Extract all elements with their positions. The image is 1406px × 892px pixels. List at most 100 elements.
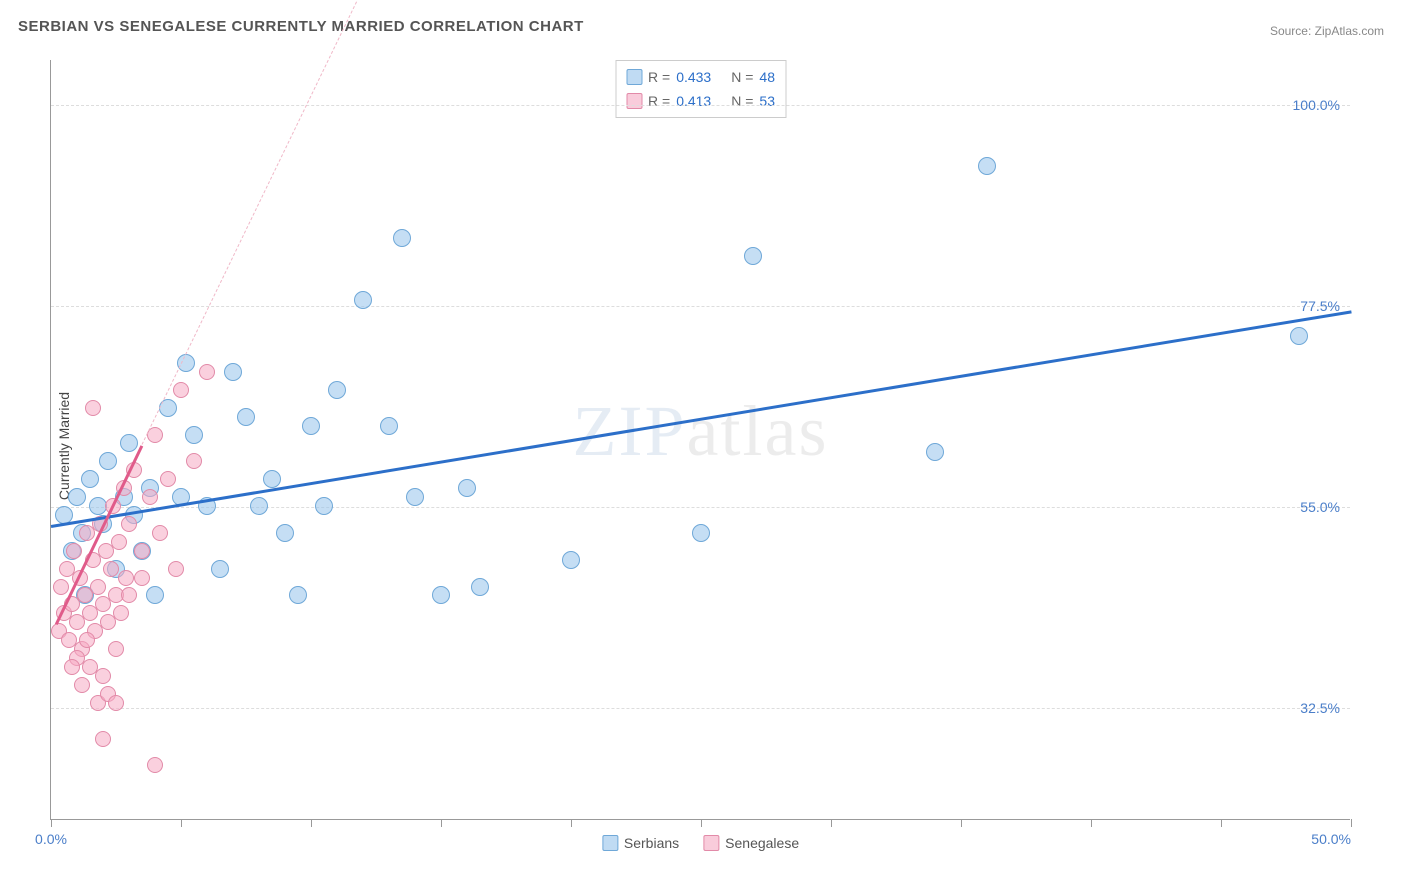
x-tick bbox=[1351, 819, 1352, 827]
legend-label-senegalese: Senegalese bbox=[725, 835, 799, 851]
scatter-point bbox=[1290, 327, 1308, 345]
scatter-point bbox=[380, 417, 398, 435]
legend-label-serbians: Serbians bbox=[624, 835, 679, 851]
scatter-point bbox=[263, 470, 281, 488]
x-tick-label: 0.0% bbox=[35, 831, 67, 847]
scatter-point bbox=[85, 400, 101, 416]
gridline-h bbox=[51, 105, 1350, 106]
scatter-point bbox=[108, 695, 124, 711]
scatter-point bbox=[160, 471, 176, 487]
scatter-point bbox=[103, 561, 119, 577]
legend-swatch-pink bbox=[703, 835, 719, 851]
y-tick-label: 55.0% bbox=[1300, 499, 1340, 515]
scatter-point bbox=[89, 497, 107, 515]
chart-container: SERBIAN VS SENEGALESE CURRENTLY MARRIED … bbox=[0, 0, 1406, 892]
scatter-point bbox=[432, 586, 450, 604]
scatter-point bbox=[53, 579, 69, 595]
scatter-point bbox=[744, 247, 762, 265]
x-tick bbox=[181, 819, 182, 827]
scatter-point bbox=[692, 524, 710, 542]
scatter-point bbox=[289, 586, 307, 604]
scatter-point bbox=[66, 543, 82, 559]
trend-line bbox=[142, 0, 364, 445]
r-value-serbians: 0.433 bbox=[676, 69, 711, 85]
scatter-point bbox=[926, 443, 944, 461]
gridline-h bbox=[51, 708, 1350, 709]
scatter-point bbox=[173, 382, 189, 398]
scatter-point bbox=[113, 605, 129, 621]
scatter-point bbox=[147, 757, 163, 773]
n-value-senegalese: 53 bbox=[759, 93, 775, 109]
legend-correlation: R = 0.433 N = 48 R = 0.413 N = 53 bbox=[615, 60, 786, 118]
scatter-point bbox=[250, 497, 268, 515]
plot-area: ZIPatlas R = 0.433 N = 48 R = 0.413 N = … bbox=[50, 60, 1350, 820]
scatter-point bbox=[302, 417, 320, 435]
x-tick bbox=[961, 819, 962, 827]
x-tick bbox=[311, 819, 312, 827]
x-tick bbox=[51, 819, 52, 827]
scatter-point bbox=[185, 426, 203, 444]
scatter-point bbox=[120, 434, 138, 452]
scatter-point bbox=[393, 229, 411, 247]
x-tick bbox=[831, 819, 832, 827]
scatter-point bbox=[146, 586, 164, 604]
scatter-point bbox=[328, 381, 346, 399]
scatter-point bbox=[471, 578, 489, 596]
n-value-serbians: 48 bbox=[759, 69, 775, 85]
legend-row-senegalese: R = 0.413 N = 53 bbox=[626, 89, 775, 113]
scatter-point bbox=[111, 534, 127, 550]
scatter-point bbox=[95, 731, 111, 747]
gridline-h bbox=[51, 507, 1350, 508]
n-label: N = bbox=[731, 69, 753, 85]
scatter-point bbox=[168, 561, 184, 577]
legend-swatch-pink bbox=[626, 93, 642, 109]
legend-row-serbians: R = 0.433 N = 48 bbox=[626, 65, 775, 89]
gridline-h bbox=[51, 306, 1350, 307]
legend-swatch-blue bbox=[626, 69, 642, 85]
legend-swatch-blue bbox=[602, 835, 618, 851]
scatter-point bbox=[186, 453, 202, 469]
scatter-point bbox=[211, 560, 229, 578]
legend-item-serbians: Serbians bbox=[602, 835, 679, 851]
scatter-point bbox=[68, 488, 86, 506]
x-tick bbox=[701, 819, 702, 827]
scatter-point bbox=[562, 551, 580, 569]
scatter-point bbox=[74, 677, 90, 693]
y-tick-label: 100.0% bbox=[1293, 97, 1340, 113]
scatter-point bbox=[224, 363, 242, 381]
legend-series: Serbians Senegalese bbox=[602, 835, 799, 851]
r-label: R = bbox=[648, 93, 670, 109]
scatter-point bbox=[79, 632, 95, 648]
scatter-point bbox=[978, 157, 996, 175]
chart-title: SERBIAN VS SENEGALESE CURRENTLY MARRIED … bbox=[18, 18, 584, 35]
r-value-senegalese: 0.413 bbox=[676, 93, 711, 109]
scatter-point bbox=[95, 668, 111, 684]
scatter-point bbox=[64, 659, 80, 675]
x-tick bbox=[1091, 819, 1092, 827]
scatter-point bbox=[134, 543, 150, 559]
x-tick-label: 50.0% bbox=[1311, 831, 1351, 847]
scatter-point bbox=[199, 364, 215, 380]
n-label: N = bbox=[731, 93, 753, 109]
y-tick-label: 32.5% bbox=[1300, 700, 1340, 716]
scatter-point bbox=[90, 579, 106, 595]
scatter-point bbox=[237, 408, 255, 426]
source-label: Source: ZipAtlas.com bbox=[1270, 24, 1384, 38]
scatter-point bbox=[406, 488, 424, 506]
x-tick bbox=[1221, 819, 1222, 827]
r-label: R = bbox=[648, 69, 670, 85]
y-tick-label: 77.5% bbox=[1300, 298, 1340, 314]
scatter-point bbox=[108, 641, 124, 657]
scatter-point bbox=[276, 524, 294, 542]
scatter-point bbox=[354, 291, 372, 309]
x-tick bbox=[441, 819, 442, 827]
scatter-point bbox=[121, 516, 137, 532]
scatter-point bbox=[142, 489, 158, 505]
scatter-point bbox=[81, 470, 99, 488]
scatter-point bbox=[315, 497, 333, 515]
scatter-point bbox=[121, 587, 137, 603]
legend-item-senegalese: Senegalese bbox=[703, 835, 799, 851]
scatter-point bbox=[118, 570, 134, 586]
scatter-point bbox=[458, 479, 476, 497]
x-tick bbox=[571, 819, 572, 827]
